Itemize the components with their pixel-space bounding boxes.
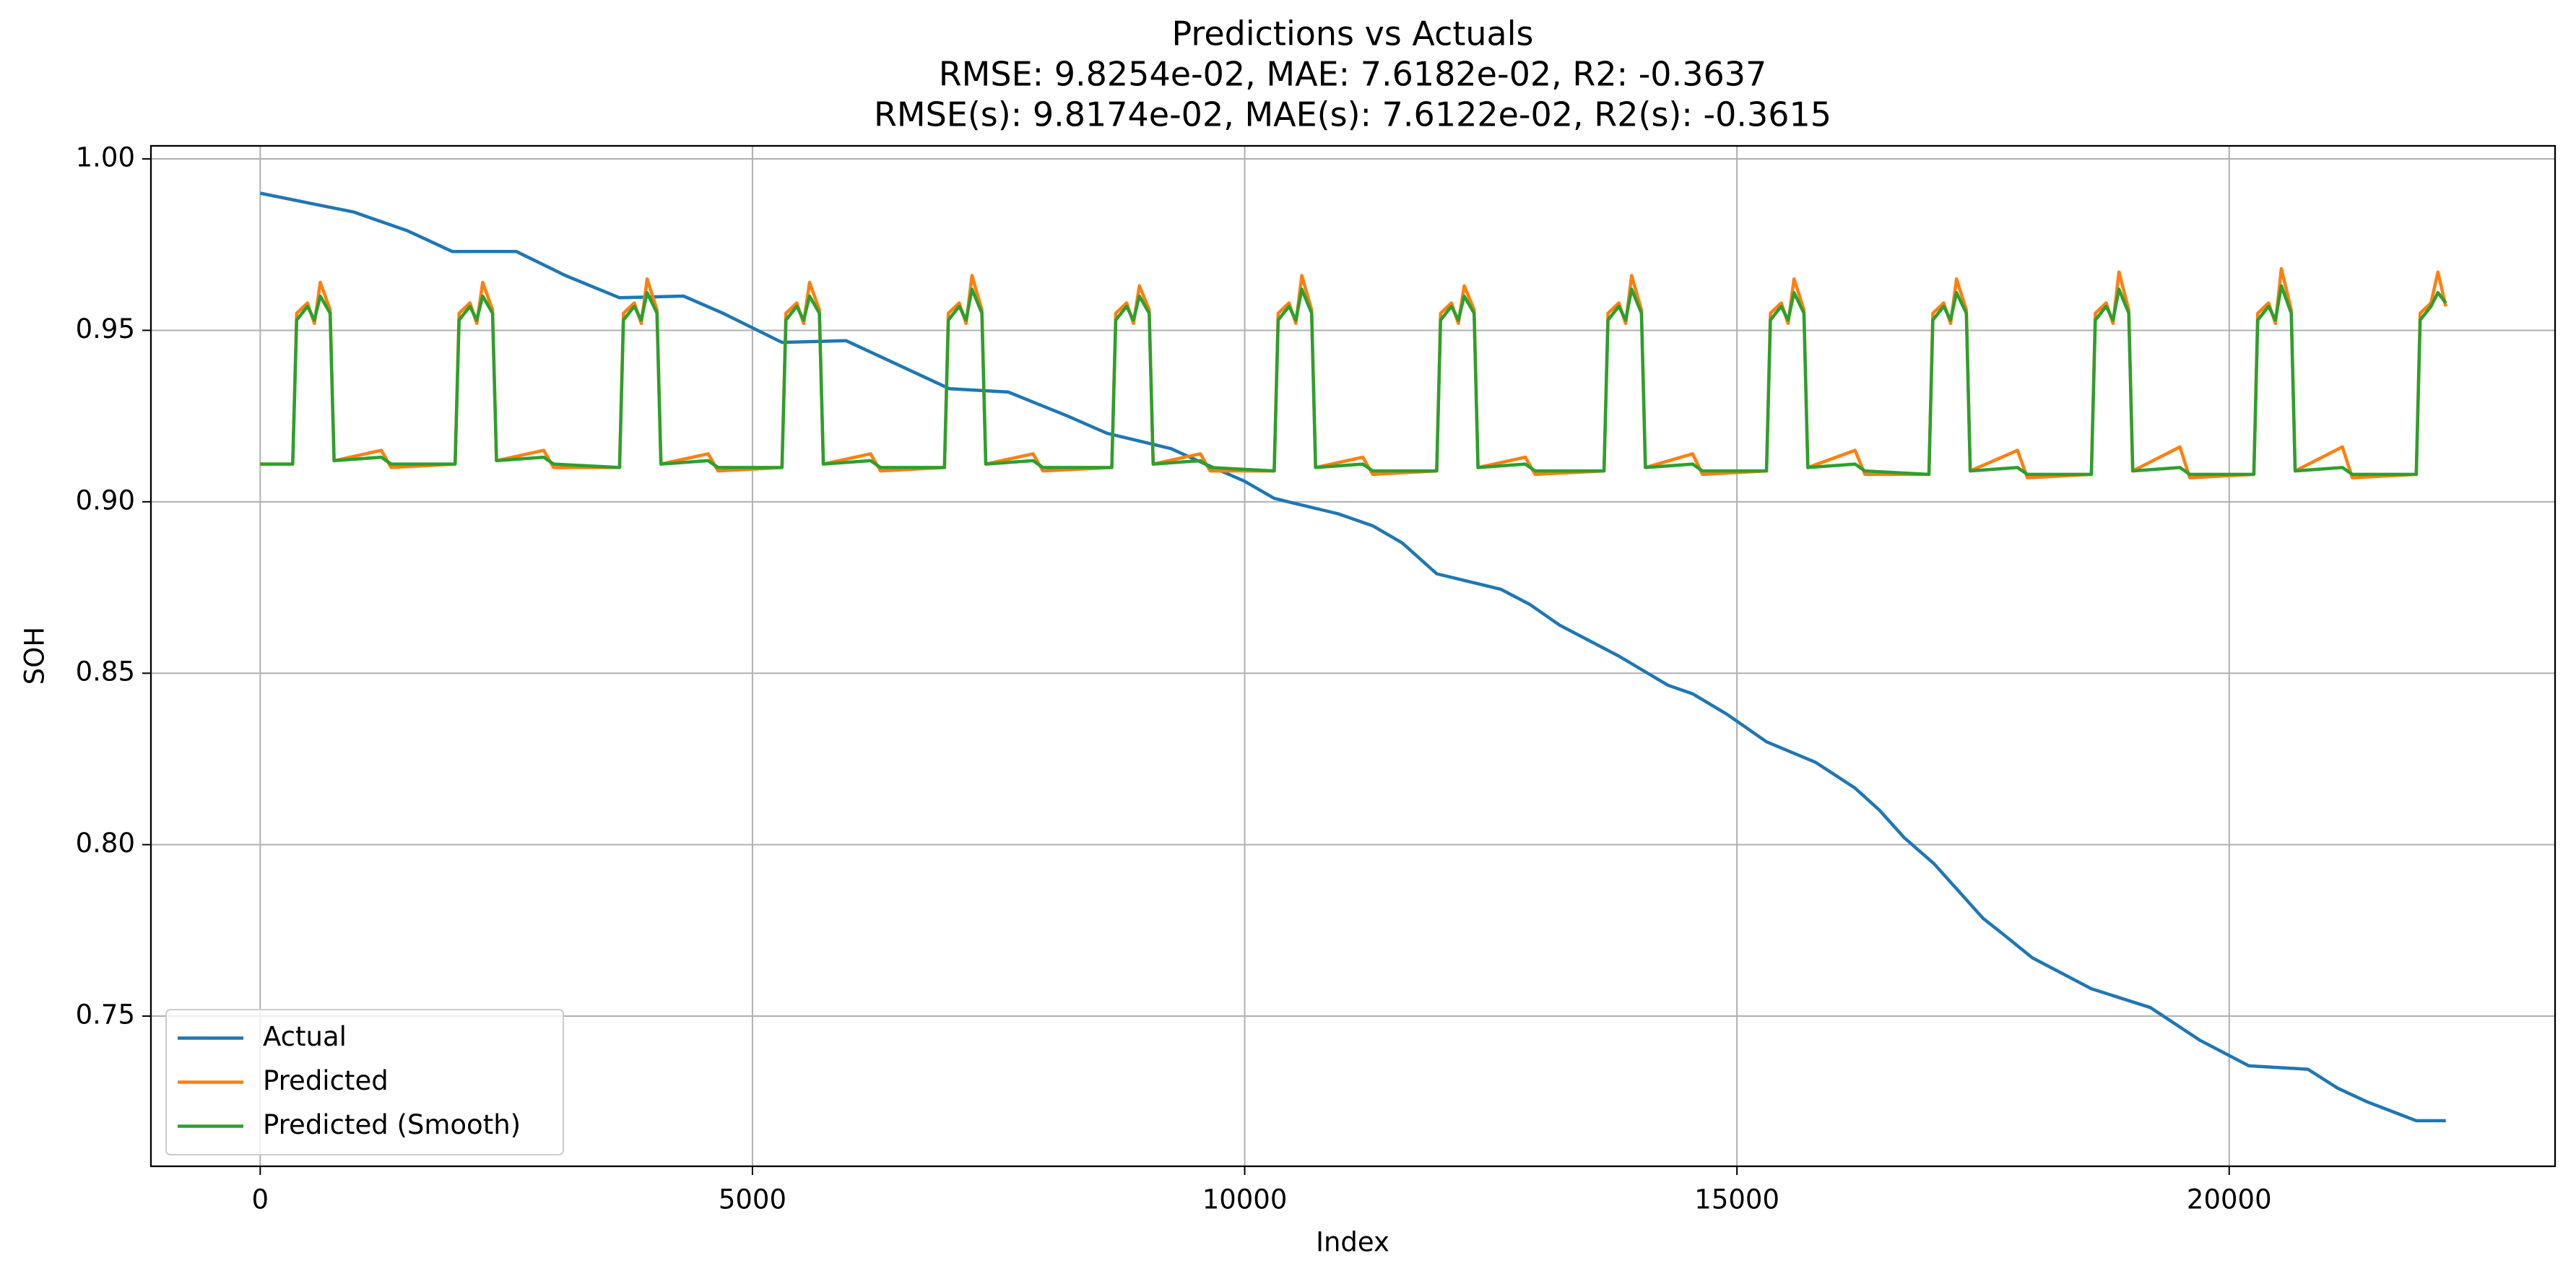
chart-title: Predictions vs Actuals — [1172, 14, 1534, 53]
y-tick-label: 0.95 — [76, 313, 135, 344]
legend-box — [165, 1009, 564, 1155]
series-line — [259, 191, 2446, 1123]
legend: Actual Predicted Predicted (Smooth) — [165, 1009, 564, 1155]
y-tick-label: 1.00 — [76, 142, 135, 173]
y-tick-label: 0.75 — [76, 999, 135, 1031]
x-tick-label: 20000 — [2187, 1184, 2272, 1215]
y-tick-label: 0.85 — [76, 656, 135, 687]
x-tick-label: 0 — [252, 1184, 269, 1215]
x-tick-label: 15000 — [1694, 1184, 1779, 1215]
legend-label: Predicted — [263, 1065, 389, 1096]
legend-label: Predicted (Smooth) — [263, 1109, 521, 1140]
chart-subtitle: RMSE: 9.8254e-02, MAE: 7.6182e-02, R2: -… — [939, 55, 1767, 94]
x-tick-label: 5000 — [719, 1184, 786, 1215]
plot-frame — [149, 144, 2557, 1168]
x-tick-label: 10000 — [1202, 1184, 1288, 1215]
series-line — [260, 284, 2447, 477]
legend-label: Actual — [263, 1021, 347, 1052]
x-axis-label: Index — [1316, 1227, 1389, 1258]
y-tick-label: 0.90 — [76, 485, 135, 516]
y-tick-label: 0.80 — [76, 828, 135, 859]
y-axis-label: SOH — [19, 627, 51, 685]
chart-subtitle: RMSE(s): 9.8174e-02, MAE(s): 7.6122e-02,… — [874, 95, 1831, 134]
